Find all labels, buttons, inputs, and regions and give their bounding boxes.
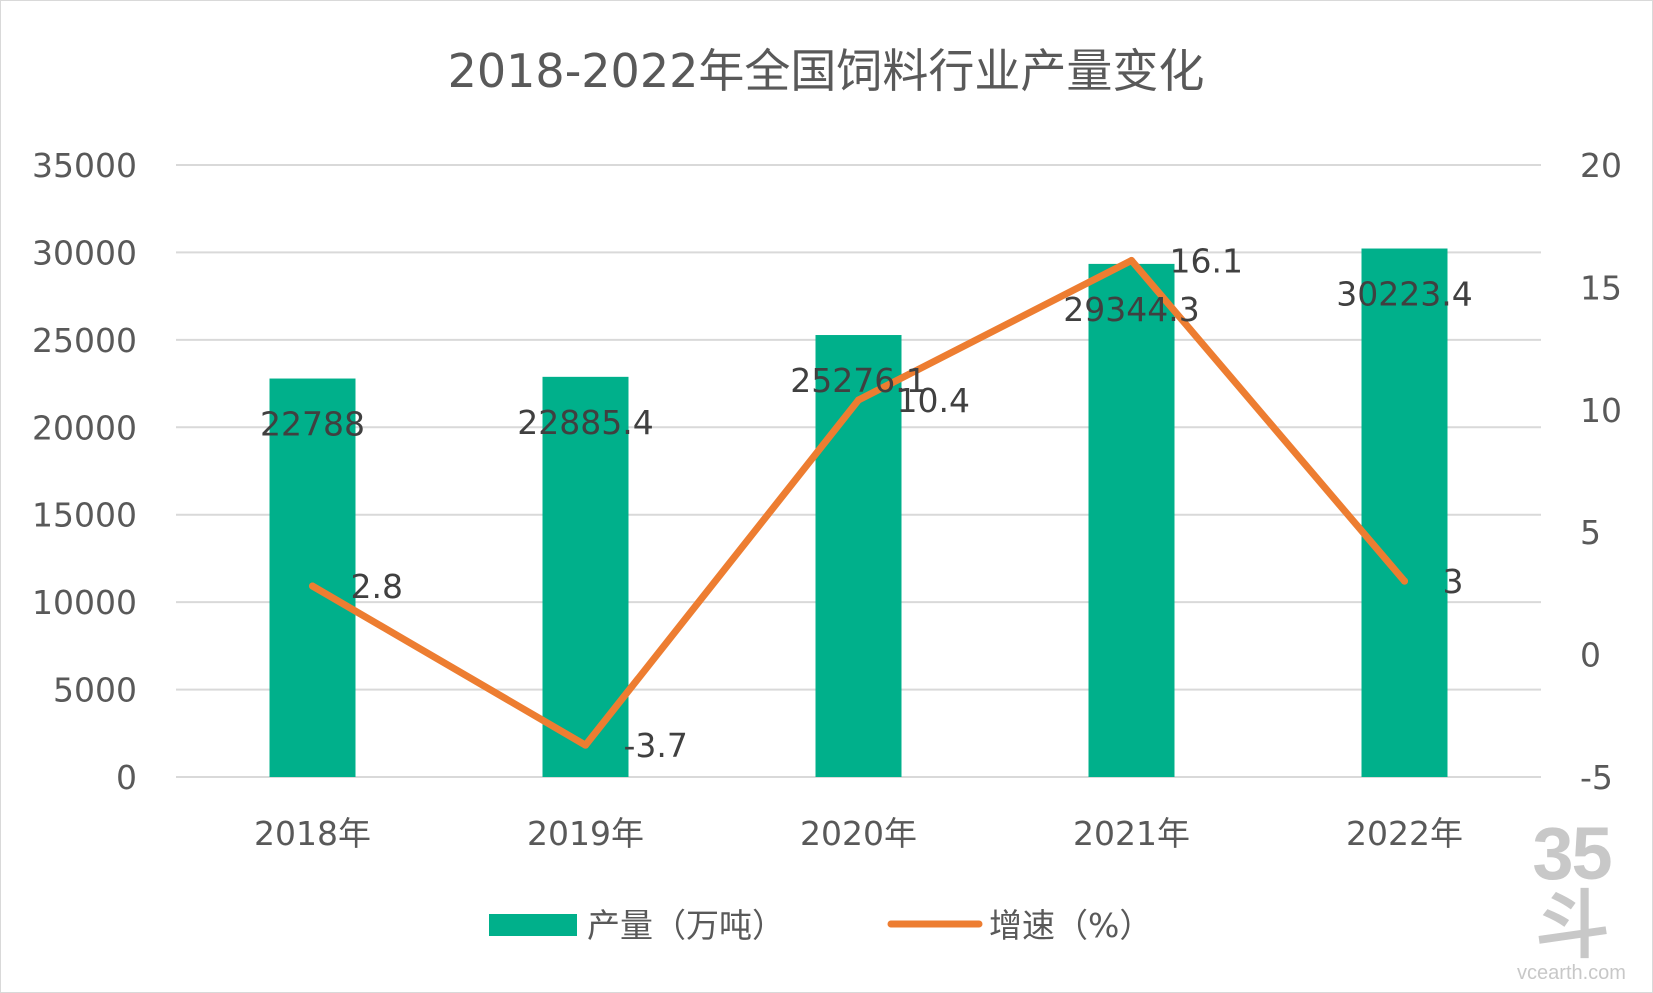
right-tick-label: 20 — [1580, 146, 1622, 185]
line-point — [1128, 256, 1135, 264]
bar-value-label: 29344.3 — [1063, 290, 1199, 329]
line-value-label: 2.8 — [351, 567, 403, 606]
watermark: 35斗 vcearth.com — [1509, 812, 1634, 985]
bar-value-label: 22885.4 — [517, 403, 653, 442]
bar — [269, 378, 356, 777]
bar-value-label: 22788 — [260, 405, 365, 444]
category-label: 2022年 — [1346, 814, 1463, 853]
right-tick-label: 10 — [1580, 391, 1622, 430]
left-tick-label: 35000 — [32, 146, 137, 185]
watermark-site: vcearth.com — [1517, 962, 1626, 984]
right-tick-label: -5 — [1580, 758, 1613, 797]
left-tick-label: 25000 — [32, 321, 137, 360]
right-tick-label: 15 — [1580, 268, 1622, 307]
bar — [1088, 263, 1175, 778]
left-tick-label: 5000 — [53, 671, 137, 710]
watermark-logo: 35斗 — [1532, 812, 1612, 967]
line-value-label: 10.4 — [897, 381, 970, 420]
chart-title: 2018-2022年全国饲料行业产量变化 — [448, 44, 1205, 98]
line-point — [1401, 577, 1408, 585]
bar-value-label: 30223.4 — [1336, 275, 1472, 314]
line-value-label: 16.1 — [1170, 241, 1243, 280]
left-tick-label: 20000 — [32, 408, 137, 447]
category-label: 2018年 — [254, 814, 371, 853]
bar-series — [269, 248, 1448, 778]
category-labels: 2018年 2019年 2020年 2021年 2022年 — [254, 814, 1463, 853]
right-tick-label: 5 — [1580, 513, 1601, 552]
line-value-label: -3.7 — [624, 726, 688, 765]
line-data-labels: 2.8 -3.7 10.4 16.1 3 — [351, 241, 1464, 765]
left-axis-ticks: 0 5000 10000 15000 20000 25000 30000 35000 — [32, 146, 137, 797]
right-axis-ticks: -5 0 5 10 15 20 — [1580, 146, 1622, 797]
bar-data-labels: 22788 22885.4 25276.1 29344.3 30223.4 — [260, 275, 1473, 444]
line-value-label: 3 — [1443, 562, 1464, 601]
left-tick-label: 0 — [116, 758, 137, 797]
legend-bar-swatch — [489, 914, 577, 936]
line-series — [309, 256, 1408, 749]
bar-value-label: 25276.1 — [790, 361, 926, 400]
left-tick-label: 10000 — [32, 583, 137, 622]
line-point — [309, 582, 316, 590]
legend-bar-label: 产量（万吨） — [587, 906, 785, 945]
bar — [1361, 248, 1448, 777]
line-point — [582, 741, 589, 749]
line-point — [855, 396, 862, 404]
category-label: 2021年 — [1073, 814, 1190, 853]
legend: 产量（万吨） 增速（%） — [489, 906, 1152, 945]
right-tick-label: 0 — [1580, 636, 1601, 675]
bar — [815, 335, 902, 777]
legend-line-label: 增速（%） — [989, 906, 1152, 945]
left-tick-label: 15000 — [32, 496, 137, 535]
left-tick-label: 30000 — [32, 233, 137, 272]
category-label: 2020年 — [800, 814, 917, 853]
category-label: 2019年 — [527, 814, 644, 853]
